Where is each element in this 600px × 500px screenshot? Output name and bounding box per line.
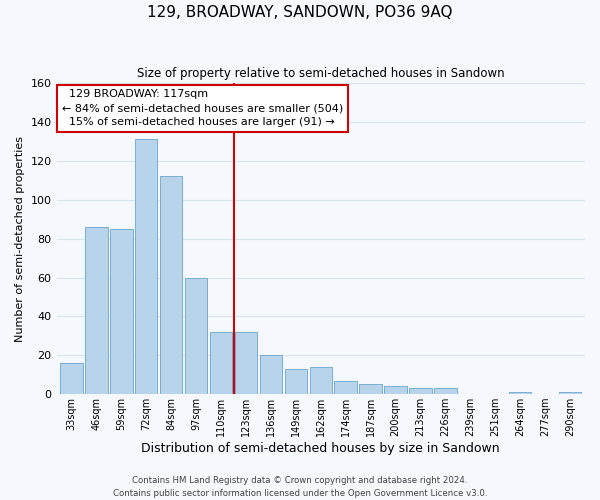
Bar (409, 388, 431, 394)
Text: 129 BROADWAY: 117sqm
← 84% of semi-detached houses are smaller (504)
  15% of se: 129 BROADWAY: 117sqm ← 84% of semi-detac… (62, 90, 343, 128)
Bar (260, 356, 282, 394)
Bar (185, 278, 208, 394)
X-axis label: Distribution of semi-detached houses by size in Sandown: Distribution of semi-detached houses by … (142, 442, 500, 455)
Text: Contains HM Land Registry data © Crown copyright and database right 2024.
Contai: Contains HM Land Registry data © Crown c… (113, 476, 487, 498)
Bar (559, 392, 581, 394)
Bar (385, 386, 407, 394)
Bar (235, 332, 257, 394)
Bar (160, 176, 182, 394)
Bar (85, 227, 107, 394)
Bar (110, 229, 133, 394)
Bar (509, 392, 532, 394)
Bar (359, 384, 382, 394)
Bar (434, 388, 457, 394)
Bar (210, 332, 232, 394)
Text: 129, BROADWAY, SANDOWN, PO36 9AQ: 129, BROADWAY, SANDOWN, PO36 9AQ (147, 5, 453, 20)
Bar (334, 380, 357, 394)
Title: Size of property relative to semi-detached houses in Sandown: Size of property relative to semi-detach… (137, 68, 505, 80)
Bar (135, 140, 157, 394)
Y-axis label: Number of semi-detached properties: Number of semi-detached properties (15, 136, 25, 342)
Bar (284, 369, 307, 394)
Bar (310, 367, 332, 394)
Bar (60, 363, 83, 394)
